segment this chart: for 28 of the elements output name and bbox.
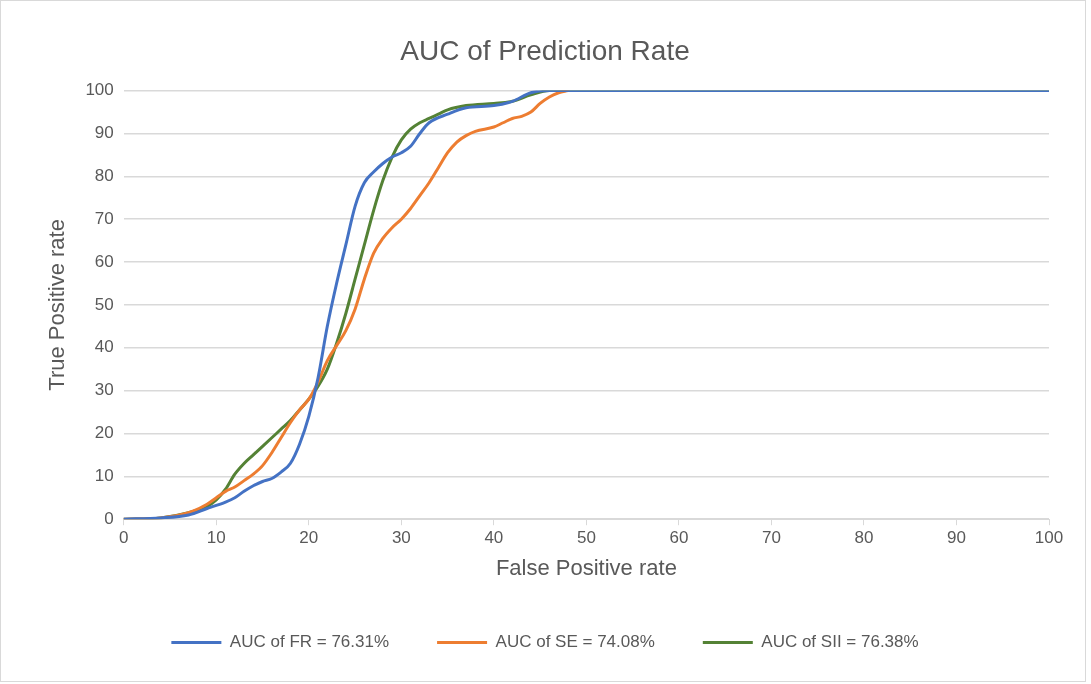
y-tick-label: 100 xyxy=(85,80,114,100)
y-tick-label: 80 xyxy=(94,166,114,186)
x-tick-label: 70 xyxy=(761,528,781,548)
x-tick-label: 0 xyxy=(119,528,129,548)
legend-label: AUC of SE = 74.08% xyxy=(495,632,655,652)
y-axis-title: True Positive rate xyxy=(44,219,70,391)
y-tick-label: 90 xyxy=(94,123,114,143)
y-tick-label: 10 xyxy=(94,466,114,486)
x-tick-label: 100 xyxy=(1034,528,1064,548)
x-tick-label: 10 xyxy=(206,528,226,548)
legend-label: AUC of FR = 76.31% xyxy=(229,632,390,652)
y-tick-label: 20 xyxy=(94,423,114,443)
x-tick-label: 20 xyxy=(299,528,319,548)
x-tick-label: 60 xyxy=(669,528,689,548)
x-tick-label: 80 xyxy=(854,528,874,548)
y-tick-label: 60 xyxy=(94,251,114,271)
legend-label: AUC of SII = 76.38% xyxy=(761,632,919,652)
y-tick-label: 30 xyxy=(94,380,114,400)
x-tick-label: 40 xyxy=(484,528,504,548)
y-tick-label: 40 xyxy=(94,337,114,357)
x-tick-label: 50 xyxy=(576,528,596,548)
y-tick-label: 50 xyxy=(94,294,114,314)
x-axis-title: False Positive rate xyxy=(495,554,677,580)
chart-title: AUC of Prediction Rate xyxy=(400,34,690,66)
x-tick-label: 90 xyxy=(947,528,966,548)
y-tick-label: 0 xyxy=(104,508,114,528)
y-tick-label: 70 xyxy=(94,208,114,228)
x-tick-label: 30 xyxy=(391,528,411,548)
